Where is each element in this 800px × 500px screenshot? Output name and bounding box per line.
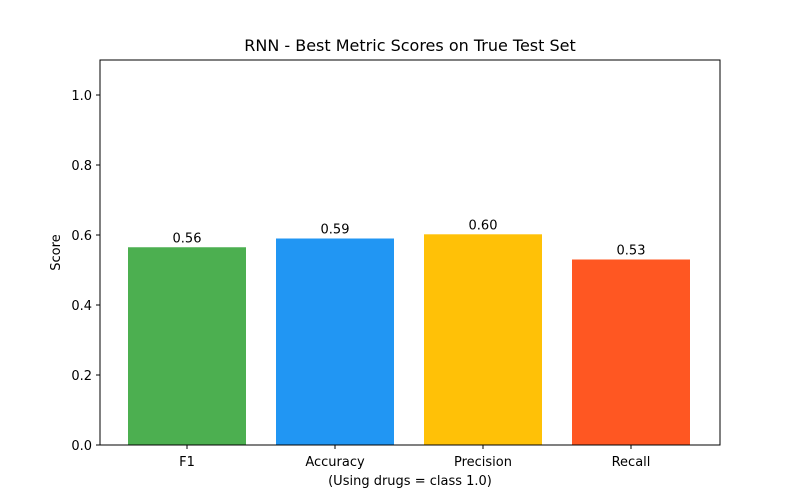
x-tick-label: Accuracy xyxy=(305,455,365,470)
bar-value-label: 0.56 xyxy=(173,231,202,246)
bar-value-label: 0.60 xyxy=(469,218,498,233)
y-tick-label: 1.0 xyxy=(71,89,92,104)
x-tick-label: Precision xyxy=(454,455,512,470)
value-labels-layer: 0.56 0.59 0.60 0.53 xyxy=(173,218,646,258)
chart-title: RNN - Best Metric Scores on True Test Se… xyxy=(244,36,576,55)
bar-value-label: 0.53 xyxy=(617,244,646,259)
y-axis-ticks: 0.0 0.2 0.4 0.6 0.8 1.0 xyxy=(71,89,100,454)
bar-f1 xyxy=(128,247,246,445)
y-tick-label: 0.4 xyxy=(71,299,92,314)
bar-recall xyxy=(572,259,690,445)
bar-value-label: 0.59 xyxy=(321,223,350,238)
x-tick-label: F1 xyxy=(179,455,195,470)
x-axis-ticks: F1 Accuracy Precision Recall xyxy=(179,445,650,470)
bar-accuracy xyxy=(276,238,394,445)
y-tick-label: 0.0 xyxy=(71,439,92,454)
plot-frame xyxy=(99,59,721,446)
bar-precision xyxy=(424,234,542,445)
bars-layer xyxy=(128,234,690,445)
y-tick-label: 0.8 xyxy=(71,159,92,174)
y-tick-label: 0.2 xyxy=(71,369,92,384)
y-axis-label: Score xyxy=(49,234,64,270)
x-tick-label: Recall xyxy=(612,455,651,470)
x-axis-label: (Using drugs = class 1.0) xyxy=(328,474,492,489)
y-tick-label: 0.6 xyxy=(71,229,92,244)
